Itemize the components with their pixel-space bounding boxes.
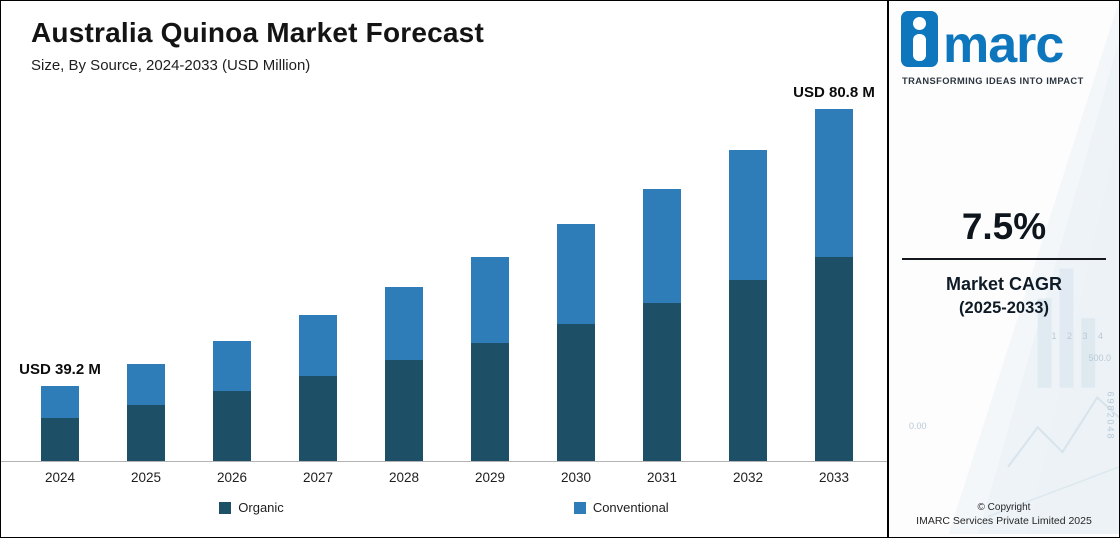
bar-segment-conventional-2033[interactable] bbox=[815, 109, 853, 257]
x-axis-label-2024: 2024 bbox=[44, 470, 76, 485]
chart-title: Australia Quinoa Market Forecast bbox=[31, 17, 484, 48]
cagr-label: Market CAGR bbox=[945, 274, 1063, 294]
bar-segment-conventional-2030[interactable] bbox=[557, 224, 595, 324]
x-axis-label-2029: 2029 bbox=[474, 470, 506, 485]
bar-group-2032 bbox=[729, 150, 767, 461]
bar-group-2028 bbox=[385, 287, 423, 461]
brand-sidebar: 1 2 3 4 500.0 0.00 6982048 marc TRANSFOR… bbox=[887, 1, 1119, 537]
bar-group-2031 bbox=[643, 189, 681, 461]
bar-segment-organic-2027[interactable] bbox=[299, 376, 337, 461]
stacked-bar-2032[interactable] bbox=[729, 150, 767, 461]
bar-segment-conventional-2025[interactable] bbox=[127, 364, 165, 405]
imarc-logo-i-icon bbox=[901, 11, 938, 67]
cagr-value: 7.5% bbox=[961, 206, 1047, 247]
cagr-block: 7.5% Market CAGR (2025-2033) bbox=[889, 206, 1119, 318]
x-axis-label-2030: 2030 bbox=[560, 470, 592, 485]
x-axis-label-2026: 2026 bbox=[216, 470, 248, 485]
bar-segment-conventional-2028[interactable] bbox=[385, 287, 423, 360]
bar-segment-conventional-2026[interactable] bbox=[213, 341, 251, 391]
bar-value-label-2024: USD 39.2 M bbox=[19, 361, 101, 378]
chart-legend: Organic Conventional bbox=[1, 500, 887, 515]
bar-segment-organic-2029[interactable] bbox=[471, 343, 509, 461]
stacked-bar-2030[interactable] bbox=[557, 224, 595, 461]
chart-pane: Australia Quinoa Market Forecast Size, B… bbox=[1, 1, 887, 537]
stacked-bar-2028[interactable] bbox=[385, 287, 423, 461]
imarc-logo: marc bbox=[889, 1, 1119, 74]
bar-segment-organic-2033[interactable] bbox=[815, 257, 853, 461]
x-axis-label-2027: 2027 bbox=[302, 470, 334, 485]
legend-label-organic: Organic bbox=[238, 500, 284, 515]
legend-swatch-conventional bbox=[573, 501, 586, 514]
imarc-logo-text: marc bbox=[943, 15, 1064, 74]
bar-segment-conventional-2024[interactable] bbox=[41, 386, 79, 418]
bar-segment-conventional-2031[interactable] bbox=[643, 189, 681, 303]
copyright-line2: IMARC Services Private Limited 2025 bbox=[916, 515, 1092, 527]
bar-group-2024: USD 39.2 M bbox=[19, 361, 101, 461]
x-axis-label-2033: 2033 bbox=[818, 470, 850, 485]
copyright-block: © Copyright IMARC Services Private Limit… bbox=[889, 502, 1119, 527]
bar-group-2033: USD 80.8 M bbox=[793, 84, 875, 461]
bar-value-label-2033: USD 80.8 M bbox=[793, 84, 875, 101]
legend-label-conventional: Conventional bbox=[592, 500, 669, 515]
legend-item-conventional[interactable]: Conventional bbox=[573, 500, 669, 515]
bar-segment-conventional-2029[interactable] bbox=[471, 257, 509, 343]
bar-segment-conventional-2032[interactable] bbox=[729, 150, 767, 280]
stacked-bar-2031[interactable] bbox=[643, 189, 681, 461]
stacked-bar-2024[interactable] bbox=[41, 386, 79, 461]
watermark-number: 6982048 bbox=[1105, 391, 1116, 441]
x-axis-label-2031: 2031 bbox=[646, 470, 678, 485]
watermark-graphic bbox=[948, 1, 1119, 535]
bar-segment-organic-2026[interactable] bbox=[213, 391, 251, 461]
bar-segment-organic-2028[interactable] bbox=[385, 360, 423, 461]
bar-group-2027 bbox=[299, 315, 337, 461]
bar-segment-conventional-2027[interactable] bbox=[299, 315, 337, 376]
cagr-divider bbox=[902, 258, 1106, 260]
bar-segment-organic-2024[interactable] bbox=[41, 418, 79, 461]
bar-segment-organic-2030[interactable] bbox=[557, 324, 595, 461]
stacked-bar-2033[interactable] bbox=[815, 109, 853, 461]
x-axis-labels: 2024 2025 2026 2027 2028 2029 2030 2031 2032 2033 bbox=[1, 462, 887, 485]
x-axis-label-2032: 2032 bbox=[732, 470, 764, 485]
plot-area: USD 39.2 M USD 80.8 M bbox=[1, 84, 887, 462]
watermark-number: 1 2 3 4 bbox=[1051, 331, 1107, 341]
chart-subtitle: Size, By Source, 2024-2033 (USD Million) bbox=[31, 57, 311, 74]
watermark-number: 0.00 bbox=[909, 421, 927, 431]
legend-item-organic[interactable]: Organic bbox=[219, 500, 284, 515]
cagr-period: (2025-2033) bbox=[959, 299, 1049, 317]
imarc-tagline: TRANSFORMING IDEAS INTO IMPACT bbox=[902, 76, 1084, 86]
watermark-number: 500.0 bbox=[1088, 353, 1111, 363]
bar-segment-organic-2032[interactable] bbox=[729, 280, 767, 461]
bar-segment-organic-2025[interactable] bbox=[127, 405, 165, 461]
copyright-line1: © Copyright bbox=[977, 502, 1031, 513]
bar-group-2029 bbox=[471, 257, 509, 461]
bar-group-2026 bbox=[213, 341, 251, 461]
stacked-bar-2025[interactable] bbox=[127, 364, 165, 461]
bar-group-2025 bbox=[127, 364, 165, 461]
stacked-bar-2026[interactable] bbox=[213, 341, 251, 461]
bar-segment-organic-2031[interactable] bbox=[643, 303, 681, 461]
stacked-bar-2029[interactable] bbox=[471, 257, 509, 461]
stacked-bar-2027[interactable] bbox=[299, 315, 337, 461]
legend-swatch-organic bbox=[219, 501, 232, 514]
x-axis-label-2028: 2028 bbox=[388, 470, 420, 485]
x-axis-label-2025: 2025 bbox=[130, 470, 162, 485]
bar-group-2030 bbox=[557, 224, 595, 461]
